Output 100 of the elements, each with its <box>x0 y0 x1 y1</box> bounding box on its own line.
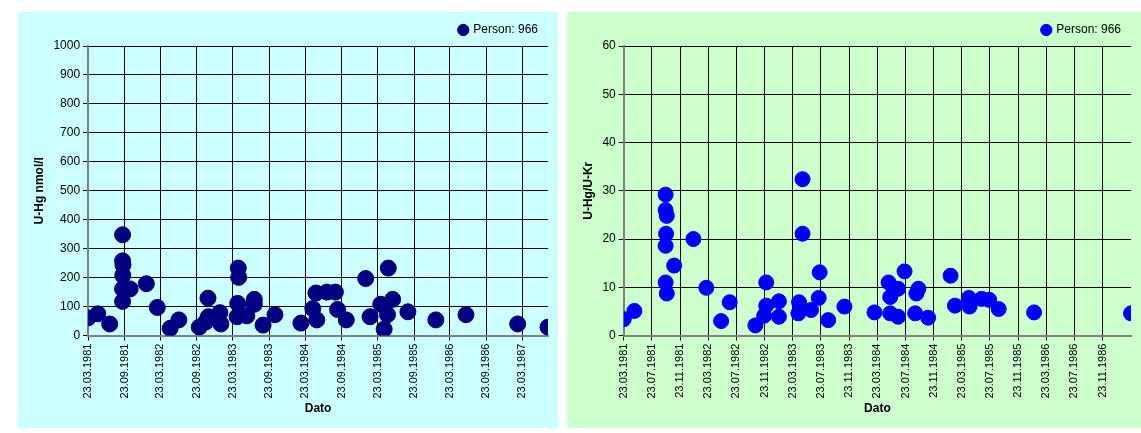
point <box>399 303 417 321</box>
point <box>657 237 674 254</box>
x-tick-label: 23.11.1981 <box>673 343 686 398</box>
legend-label: Person: 966 <box>473 22 539 37</box>
x-tick-label: 23.07.1986 <box>1067 343 1080 399</box>
point <box>89 305 107 323</box>
point <box>148 298 166 316</box>
point <box>229 294 247 312</box>
x-tick-label: 23.11.1983 <box>842 343 855 398</box>
y-tick-label: 40 <box>602 134 617 149</box>
x-tick-label: 23.09.1984 <box>334 343 347 399</box>
x-tick-label: 23.03.1982 <box>701 343 714 399</box>
point <box>811 264 828 281</box>
y-tick-label: 200 <box>60 269 81 284</box>
point <box>866 304 883 321</box>
point <box>357 270 375 288</box>
y-tick-label: 10 <box>602 279 617 294</box>
point <box>361 308 379 326</box>
x-tick-label: 23.03.1981 <box>616 343 629 399</box>
x-tick-label: 23.07.1981 <box>645 343 657 399</box>
x-tick-label: 23.09.1982 <box>189 343 202 399</box>
x-tick-label: 23.07.1985 <box>982 343 995 399</box>
y-tick-label: 20 <box>602 231 617 246</box>
y-axis-title: U-Hg nmol/l <box>31 157 46 225</box>
point <box>990 301 1007 318</box>
x-tick-label: 23.07.1982 <box>729 343 742 399</box>
point <box>794 171 811 188</box>
point <box>770 308 787 325</box>
x-tick-label: 23.03.1982 <box>153 343 166 399</box>
x-tick-label: 23.07.1984 <box>898 343 911 399</box>
point <box>658 285 675 302</box>
y-tick-label: 300 <box>60 240 81 255</box>
point <box>379 259 397 277</box>
y-tick-label: 900 <box>60 67 81 82</box>
y-tick-label: 100 <box>60 298 81 313</box>
point <box>685 231 702 248</box>
y-tick-label: 30 <box>602 183 617 198</box>
x-tick-label: 23.03.1987 <box>515 343 528 399</box>
y-tick-label: 700 <box>60 125 81 140</box>
y-tick-label: 0 <box>609 327 617 342</box>
x-axis-title: Dato <box>864 401 891 416</box>
x-tick-label: 23.03.1986 <box>442 343 455 399</box>
point <box>794 225 811 242</box>
y-tick-label: 800 <box>60 96 81 111</box>
y-tick-label: 50 <box>602 86 617 101</box>
point <box>942 267 959 284</box>
x-tick-label: 23.09.1985 <box>407 343 420 399</box>
point <box>747 317 764 334</box>
point <box>137 275 155 293</box>
x-tick-label: 23.07.1983 <box>813 343 826 399</box>
point <box>170 311 188 329</box>
point <box>375 320 393 336</box>
x-tick-label: 23.03.1983 <box>785 343 798 399</box>
y-tick-label: 400 <box>60 212 81 227</box>
point <box>337 311 355 329</box>
point <box>836 298 853 315</box>
point <box>101 315 119 333</box>
x-tick-label: 23.03.1985 <box>954 343 967 399</box>
x-tick-label: 23.11.1982 <box>757 343 770 398</box>
point <box>810 289 827 306</box>
point <box>266 306 284 324</box>
x-tick-label: 23.09.1983 <box>262 343 275 399</box>
y-tick-label: 500 <box>60 183 81 198</box>
x-tick-label: 23.03.1984 <box>870 343 883 399</box>
point <box>907 305 924 322</box>
point <box>1026 304 1043 321</box>
point <box>666 257 683 274</box>
point <box>509 315 527 333</box>
y-tick-label: 0 <box>73 327 81 342</box>
x-tick-label: 23.11.1984 <box>926 343 939 398</box>
point <box>820 312 837 329</box>
point <box>756 307 773 324</box>
point <box>882 288 899 305</box>
y-tick-label: 1000 <box>53 38 81 53</box>
point <box>758 274 775 291</box>
point <box>427 311 445 329</box>
point <box>721 294 738 311</box>
point <box>384 290 402 308</box>
point <box>308 311 326 329</box>
x-tick-label: 23.03.1985 <box>370 343 383 399</box>
point <box>803 301 820 318</box>
point <box>626 302 643 319</box>
y-tick-label: 600 <box>60 154 81 169</box>
point <box>908 285 925 302</box>
point <box>698 279 715 296</box>
point <box>920 309 937 326</box>
x-tick-label: 23.09.1986 <box>479 343 492 399</box>
point <box>457 306 475 324</box>
x-tick-label: 23.09.1981 <box>117 343 130 399</box>
point <box>946 297 963 314</box>
point <box>896 263 913 280</box>
x-tick-label: 23.11.1985 <box>1011 343 1024 398</box>
x-tick-label: 23.03.1986 <box>1039 343 1052 399</box>
x-tick-label: 23.03.1984 <box>298 343 311 399</box>
point <box>379 306 396 324</box>
x-tick-label: 23.03.1981 <box>81 343 94 399</box>
point <box>329 300 347 318</box>
x-tick-label: 23.11.1986 <box>1095 343 1108 398</box>
point <box>292 314 310 332</box>
point <box>199 289 217 307</box>
